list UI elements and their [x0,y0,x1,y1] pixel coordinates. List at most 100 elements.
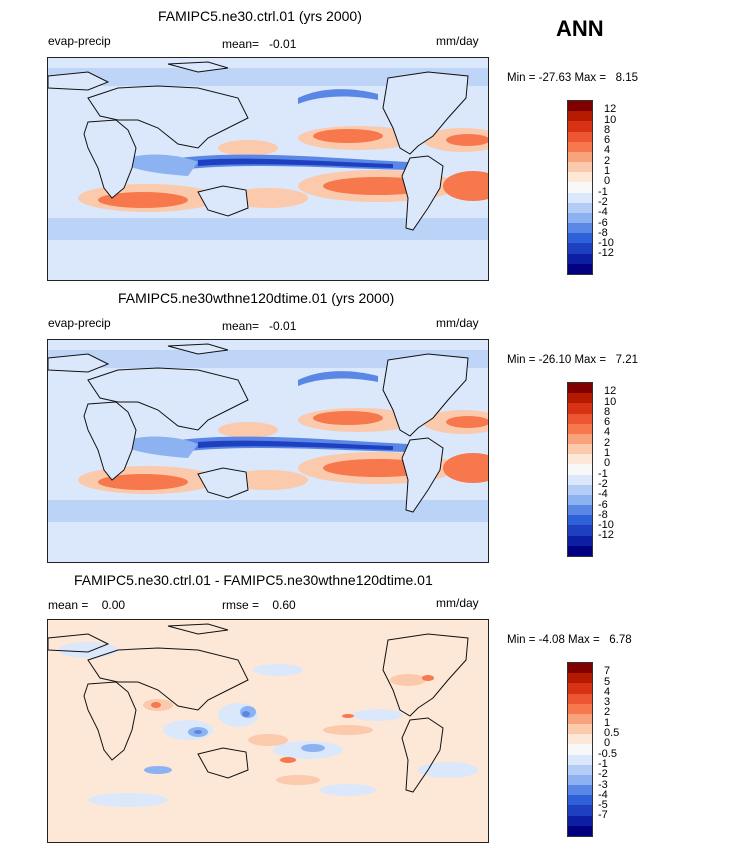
colorbar-tick-label: 0 [604,737,611,750]
colorbar-swatch [568,505,592,516]
colorbar-tick-label: 0 [604,175,611,188]
colorbar-tick-label: -2 [598,195,608,208]
colorbar-swatch [568,233,592,244]
colorbar-tick-label: -10 [598,519,614,532]
colorbar-swatch [568,243,592,254]
colorbar-swatch [568,805,592,816]
colorbar-tick-label: 8 [604,405,611,418]
colorbar-swatch [568,494,592,506]
colorbar-tick-label: 2 [604,706,611,719]
colorbar-swatch [568,734,592,745]
colorbar-swatch [568,253,592,264]
panel-2-colorbar [567,382,593,557]
colorbar-tick-label: 4 [604,144,611,157]
colorbar-tick-label: -5 [598,799,608,812]
colorbar-swatch [568,525,592,536]
panel-3-colorbar-labels: 7 5 4 3 2 1 0.5 0 -0.5 -1 -2 -3 -4 -5 -7 [598,662,638,837]
colorbar-tick-label: -4 [598,488,608,501]
colorbar-swatch [568,263,592,274]
colorbar-swatch [568,545,592,556]
panel-3-map [47,619,489,843]
panel-1-colorbar [567,100,593,275]
colorbar-tick-label: 12 [604,103,617,116]
colorbar-swatch [568,825,592,836]
colorbar-tick-label: -2 [598,768,608,781]
colorbar-swatch [568,535,592,546]
colorbar-tick-label: 1 [604,447,611,460]
panel-2-colorbar-labels: 12 10 8 6 4 2 1 0 -1 -2 -4 -6 -8 -10 -12 [598,382,638,557]
colorbar-swatch [568,795,592,806]
colorbar-tick-label: 4 [604,685,611,698]
panel-3-units: mm/day [436,596,479,610]
colorbar-swatch [568,162,592,173]
colorbar-swatch [568,693,592,704]
panel-2-map [47,339,489,563]
colorbar-tick-label: 3 [604,696,611,709]
colorbar-tick-label: -2 [598,477,608,490]
colorbar-tick-label: 0 [604,457,611,470]
colorbar-tick-label: -8 [598,508,608,521]
colorbar-tick-label: -4 [598,788,608,801]
colorbar-swatch [568,754,592,765]
colorbar-swatch [568,151,592,163]
colorbar-swatch [568,131,592,142]
colorbar-tick-label: 7 [604,665,611,678]
colorbar-swatch [568,141,592,152]
panel-3-title: FAMIPC5.ne30.ctrl.01 - FAMIPC5.ne30wthne… [74,572,433,588]
colorbar-tick-label: -6 [598,216,608,229]
colorbar-tick-label: -1 [598,467,608,480]
panel-3-rmse-label: rmse = 0.60 [222,598,296,612]
colorbar-tick-label: 5 [604,675,611,688]
colorbar-tick-label: 4 [604,426,611,439]
panel-1-units: mm/day [436,34,479,48]
colorbar-tick-label: -12 [598,247,614,260]
colorbar-swatch [568,785,592,796]
panel-2-variable-label: evap-precip [48,316,111,330]
colorbar-tick-label: 1 [604,716,611,729]
panel-1-minmax: Min = -27.63 Max = 8.15 [507,72,639,84]
colorbar-swatch [568,683,592,694]
colorbar-tick-label: -0.5 [598,747,617,760]
colorbar-swatch [568,724,592,735]
colorbar-swatch [568,815,592,826]
colorbar-tick-label: -1 [598,185,608,198]
colorbar-tick-label: 0.5 [604,727,620,740]
panel-2-units: mm/day [436,316,479,330]
colorbar-swatch [568,182,592,193]
colorbar-swatch [568,111,592,122]
colorbar-tick-label: -3 [598,778,608,791]
colorbar-swatch [568,423,592,434]
colorbar-tick-label: -1 [598,757,608,770]
colorbar-swatch [568,764,592,775]
colorbar-swatch [568,202,592,213]
colorbar-swatch [568,223,592,234]
colorbar-swatch [568,474,592,485]
colorbar-tick-label: 8 [604,123,611,136]
colorbar-tick-label: 10 [604,113,617,126]
panel-1-variable-label: evap-precip [48,34,111,48]
colorbar-swatch [568,454,592,465]
colorbar-swatch [568,744,592,755]
panel-2-mean-label: mean= -0.01 [222,319,297,333]
panel-2-title: FAMIPC5.ne30wthne120dtime.01 (yrs 2000) [118,290,395,306]
colorbar-tick-label: 2 [604,436,611,449]
panel-1-title: FAMIPC5.ne30.ctrl.01 (yrs 2000) [158,8,362,24]
panel-3-minmax: Min = -4.08 Max = 6.78 [507,634,632,646]
colorbar-swatch [568,192,592,203]
colorbar-swatch [568,663,592,674]
colorbar-swatch [568,172,592,183]
colorbar-tick-label: 6 [604,416,611,429]
panel-3-mean-label: mean = 0.00 [48,598,126,612]
colorbar-swatch [568,774,592,786]
colorbar-swatch [568,464,592,475]
colorbar-swatch [568,413,592,424]
colorbar-tick-label: 1 [604,165,611,178]
colorbar-tick-label: -10 [598,237,614,250]
panel-1-colorbar-labels: 12 10 8 6 4 2 1 0 -1 -2 -4 -6 -8 -10 -12 [598,100,638,275]
colorbar-swatch [568,212,592,224]
colorbar-tick-label: -8 [598,226,608,239]
colorbar-tick-label: -6 [598,498,608,511]
colorbar-swatch [568,713,592,725]
colorbar-swatch [568,101,592,112]
colorbar-swatch [568,703,592,714]
